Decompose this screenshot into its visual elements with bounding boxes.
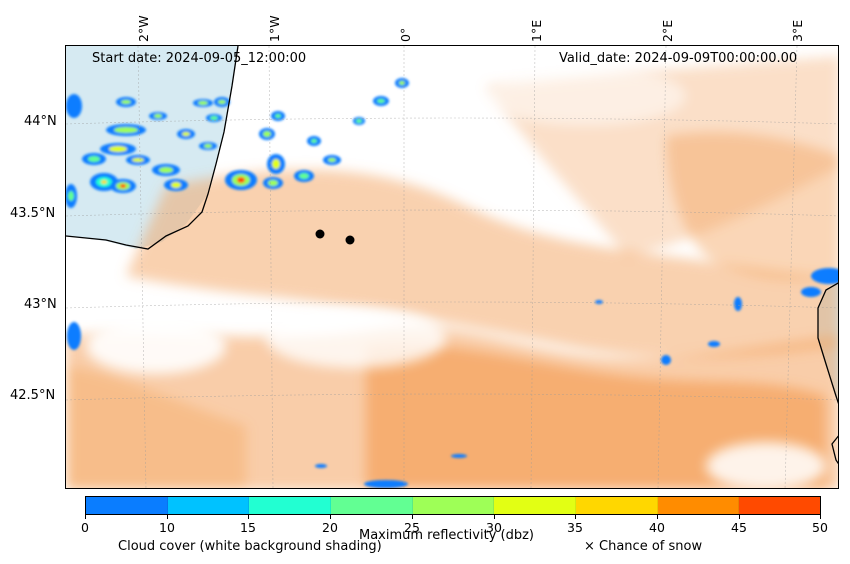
colorbar-segment-25-30 bbox=[412, 497, 495, 514]
start-date-label: Start date: 2024-09-05_12:00:00 bbox=[92, 51, 307, 66]
lon-label-1w: 1°W bbox=[267, 15, 282, 42]
colorbar-tick-label: 0 bbox=[81, 520, 89, 535]
colorbar-segment-0-10 bbox=[86, 497, 168, 514]
lon-label-0: 0° bbox=[398, 27, 413, 42]
lat-label-44n: 44°N bbox=[24, 114, 57, 129]
location-marker bbox=[315, 229, 325, 239]
lon-label-2e: 2°E bbox=[660, 19, 675, 42]
colorbar-tick-label: 45 bbox=[731, 520, 747, 535]
snow-chance-note: × Chance of snow bbox=[584, 539, 703, 554]
colorbar-segment-35-40 bbox=[576, 497, 658, 514]
colorbar-segment-15-20 bbox=[249, 497, 332, 514]
gridlines bbox=[66, 46, 838, 488]
cloud-cover-shading bbox=[66, 56, 838, 488]
lat-label-43n: 43°N bbox=[24, 297, 57, 312]
colorbar-tick-label: 15 bbox=[240, 520, 256, 535]
colorbar-label: Maximum reflectivity (dbz) bbox=[359, 528, 534, 543]
colorbar-segment-10-15 bbox=[167, 497, 250, 514]
colorbar-segment-45-50 bbox=[739, 497, 821, 514]
location-marker bbox=[345, 235, 355, 245]
coastlines bbox=[66, 46, 838, 465]
lon-label-3e: 3°E bbox=[790, 19, 805, 42]
colorbar-segment-30-35 bbox=[494, 497, 577, 514]
valid-date-label: Valid_date: 2024-09-09T00:00:00.00 bbox=[559, 51, 798, 66]
colorbar-tick-label: 40 bbox=[649, 520, 665, 535]
lat-label-43-5n: 43.5°N bbox=[10, 206, 56, 221]
colorbar-tick-label: 10 bbox=[159, 520, 175, 535]
colorbar-tick-label: 35 bbox=[567, 520, 583, 535]
lon-label-2w: 2°W bbox=[136, 15, 151, 42]
colorbar-tick-label: 20 bbox=[322, 520, 338, 535]
reflectivity-cells bbox=[66, 78, 838, 488]
colorbar-tick-label: 30 bbox=[486, 520, 502, 535]
colorbar-segment-40-45 bbox=[657, 497, 740, 514]
lon-label-1e: 1°E bbox=[529, 19, 544, 42]
map-canvas bbox=[66, 46, 838, 488]
colorbar-tick-label: 50 bbox=[812, 520, 828, 535]
map-panel bbox=[65, 45, 839, 489]
cloud-cover-note: Cloud cover (white background shading) bbox=[118, 539, 382, 554]
colorbar-segment-20-25 bbox=[331, 497, 413, 514]
clear-areas bbox=[86, 66, 826, 488]
lat-label-42-5n: 42.5°N bbox=[10, 388, 56, 403]
reflectivity-colorbar bbox=[85, 496, 821, 515]
colorbar-tick-label: 25 bbox=[404, 520, 420, 535]
